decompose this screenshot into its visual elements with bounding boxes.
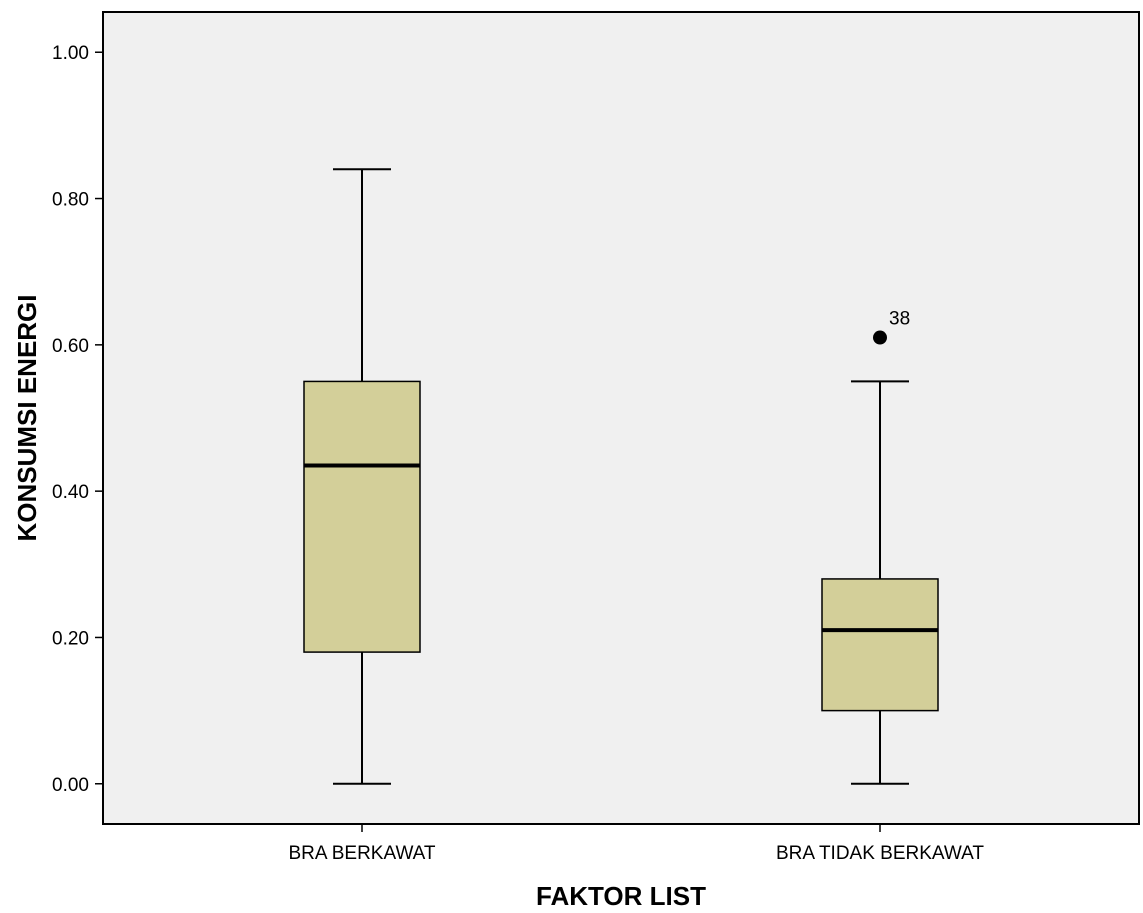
y-tick-label: 0.00 xyxy=(52,775,89,796)
x-axis-title: FAKTOR LIST xyxy=(536,881,706,911)
y-axis-title: KONSUMSI ENERGI xyxy=(12,294,42,541)
box-2: 38 xyxy=(821,309,939,785)
x-tick-label: BRA TIDAK BERKAWAT xyxy=(776,843,984,864)
y-tick-label: 0.20 xyxy=(52,628,89,649)
y-tick-label: 0.40 xyxy=(52,482,89,503)
iqr-box xyxy=(821,578,939,712)
y-tick-label: 1.00 xyxy=(52,43,89,64)
boxes-group: 38 xyxy=(303,168,939,785)
x-axis: BRA BERKAWAT BRA TIDAK BERKAWAT xyxy=(288,824,984,864)
outlier-label: 38 xyxy=(889,309,910,330)
x-tick-label: BRA BERKAWAT xyxy=(288,843,435,864)
y-axis: 0.00 0.20 0.40 0.60 0.80 1.00 xyxy=(52,43,103,796)
y-tick-label: 0.80 xyxy=(52,190,89,211)
iqr-box xyxy=(303,380,421,653)
y-tick-label: 0.60 xyxy=(52,336,89,357)
outlier-point xyxy=(873,330,887,345)
plot-area xyxy=(102,11,1140,825)
box-1 xyxy=(303,168,421,785)
